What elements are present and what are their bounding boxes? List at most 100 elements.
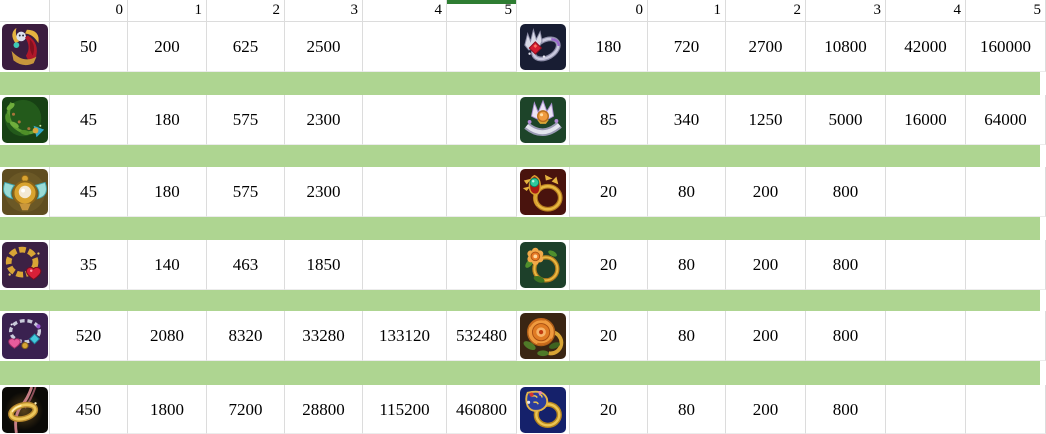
cell[interactable]: 200 — [726, 311, 806, 361]
item-icon-cell[interactable] — [517, 311, 570, 361]
cell[interactable]: 180 — [570, 22, 648, 72]
cell[interactable]: 1250 — [726, 95, 806, 145]
cell[interactable] — [966, 240, 1046, 290]
cell[interactable] — [447, 22, 517, 72]
item-icon-cell[interactable] — [0, 95, 50, 145]
cell[interactable]: 520 — [50, 311, 128, 361]
cell[interactable]: 463 — [207, 240, 285, 290]
corner-cell[interactable] — [0, 0, 50, 22]
column-header[interactable]: 0 — [50, 0, 128, 22]
cell[interactable]: 80 — [648, 240, 726, 290]
cell[interactable] — [447, 95, 517, 145]
cell[interactable]: 115200 — [363, 385, 447, 434]
item-icon-cell[interactable] — [0, 311, 50, 361]
item-icon-cell[interactable] — [0, 22, 50, 72]
cell[interactable]: 720 — [648, 22, 726, 72]
cell[interactable]: 42000 — [886, 22, 966, 72]
cell[interactable]: 2700 — [726, 22, 806, 72]
cell[interactable] — [363, 95, 447, 145]
column-header[interactable]: 1 — [128, 0, 207, 22]
item-icon-cell[interactable] — [0, 240, 50, 290]
cell[interactable]: 450 — [50, 385, 128, 434]
corner-cell[interactable] — [517, 0, 570, 22]
cell[interactable] — [447, 240, 517, 290]
cell[interactable] — [363, 167, 447, 217]
cell[interactable]: 625 — [207, 22, 285, 72]
cell[interactable] — [447, 167, 517, 217]
cell[interactable]: 575 — [207, 167, 285, 217]
cell[interactable]: 28800 — [285, 385, 363, 434]
cell[interactable] — [886, 311, 966, 361]
column-header[interactable]: 2 — [207, 0, 285, 22]
cell[interactable]: 180 — [128, 167, 207, 217]
cell[interactable]: 20 — [570, 385, 648, 434]
cell[interactable]: 2080 — [128, 311, 207, 361]
cell[interactable]: 575 — [207, 95, 285, 145]
item-icon-cell[interactable] — [517, 385, 570, 434]
gem-chain-necklace-icon — [1, 313, 48, 359]
cell[interactable] — [966, 167, 1046, 217]
item-icon-cell[interactable] — [517, 22, 570, 72]
cell[interactable]: 1850 — [285, 240, 363, 290]
item-icon-cell[interactable] — [0, 385, 50, 434]
cell[interactable]: 340 — [648, 95, 726, 145]
cell[interactable]: 33280 — [285, 311, 363, 361]
cell[interactable]: 140 — [128, 240, 207, 290]
cell[interactable]: 20 — [570, 240, 648, 290]
cell[interactable]: 2500 — [285, 22, 363, 72]
cell[interactable]: 200 — [128, 22, 207, 72]
item-icon-cell[interactable] — [517, 240, 570, 290]
cell[interactable] — [363, 22, 447, 72]
cell[interactable]: 20 — [570, 311, 648, 361]
cell[interactable]: 85 — [570, 95, 648, 145]
cell[interactable]: 35 — [50, 240, 128, 290]
cell[interactable]: 800 — [806, 167, 886, 217]
cell[interactable]: 80 — [648, 311, 726, 361]
cell[interactable]: 64000 — [966, 95, 1046, 145]
cell[interactable]: 200 — [726, 240, 806, 290]
cell[interactable]: 180 — [128, 95, 207, 145]
cell[interactable]: 160000 — [966, 22, 1046, 72]
column-header-selected[interactable]: 5 — [447, 0, 517, 22]
header-row: 0 1 2 3 4 5 — [0, 0, 517, 22]
cell[interactable]: 800 — [806, 240, 886, 290]
cell[interactable]: 200 — [726, 385, 806, 434]
column-header[interactable]: 4 — [886, 0, 966, 22]
column-header[interactable]: 0 — [570, 0, 648, 22]
item-icon-cell[interactable] — [0, 167, 50, 217]
cell[interactable]: 2300 — [285, 167, 363, 217]
column-header[interactable]: 5 — [966, 0, 1046, 22]
cell[interactable] — [886, 385, 966, 434]
cell[interactable]: 45 — [50, 167, 128, 217]
cell[interactable]: 800 — [806, 311, 886, 361]
column-header[interactable]: 1 — [648, 0, 726, 22]
cell[interactable] — [966, 385, 1046, 434]
cell[interactable]: 20 — [570, 167, 648, 217]
cell[interactable]: 2300 — [285, 95, 363, 145]
item-icon-cell[interactable] — [517, 95, 570, 145]
cell[interactable]: 133120 — [363, 311, 447, 361]
cell[interactable]: 16000 — [886, 95, 966, 145]
column-header[interactable]: 3 — [285, 0, 363, 22]
cell[interactable] — [886, 240, 966, 290]
item-icon-cell[interactable] — [517, 167, 570, 217]
cell[interactable]: 45 — [50, 95, 128, 145]
column-header[interactable]: 4 — [363, 0, 447, 22]
cell[interactable]: 1800 — [128, 385, 207, 434]
cell[interactable] — [363, 240, 447, 290]
column-header[interactable]: 2 — [726, 0, 806, 22]
column-header[interactable]: 3 — [806, 0, 886, 22]
cell[interactable]: 50 — [50, 22, 128, 72]
cell[interactable]: 8320 — [207, 311, 285, 361]
cell[interactable]: 7200 — [207, 385, 285, 434]
cell[interactable]: 200 — [726, 167, 806, 217]
cell[interactable] — [886, 167, 966, 217]
cell[interactable] — [966, 311, 1046, 361]
cell[interactable]: 460800 — [447, 385, 517, 434]
cell[interactable]: 10800 — [806, 22, 886, 72]
cell[interactable]: 80 — [648, 167, 726, 217]
cell[interactable]: 800 — [806, 385, 886, 434]
cell[interactable]: 80 — [648, 385, 726, 434]
cell[interactable]: 5000 — [806, 95, 886, 145]
cell[interactable]: 532480 — [447, 311, 517, 361]
